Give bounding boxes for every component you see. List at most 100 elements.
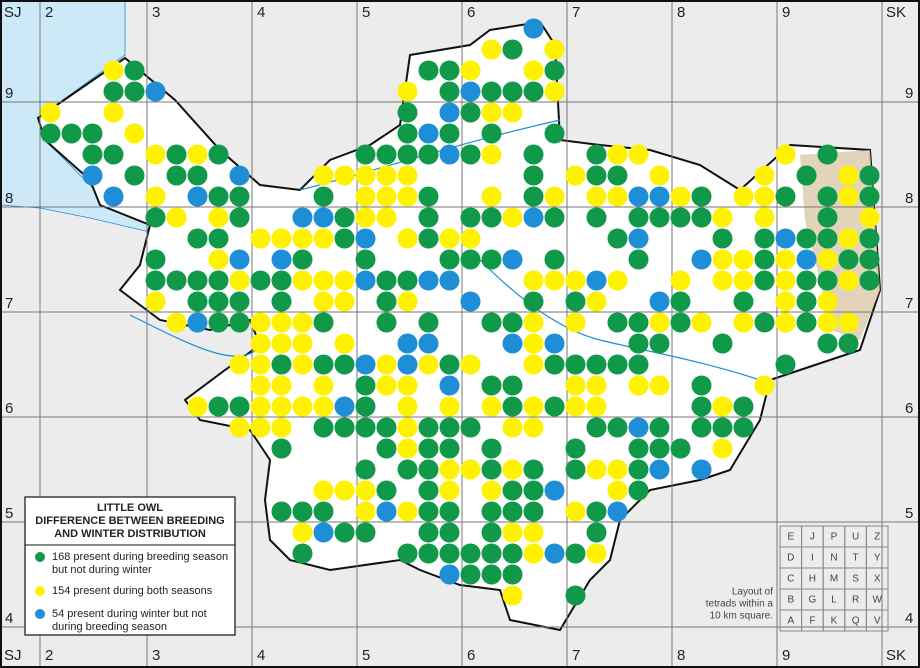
record-dot [523, 354, 544, 375]
record-dot [523, 333, 544, 354]
record-dot [439, 522, 460, 543]
tetrad-letter: C [787, 574, 794, 585]
record-dot [670, 312, 691, 333]
record-dot [817, 144, 838, 165]
record-dot [796, 228, 817, 249]
record-dot [208, 396, 229, 417]
record-dot [292, 312, 313, 333]
record-dot [208, 249, 229, 270]
record-dot [565, 165, 586, 186]
record-dot [481, 543, 502, 564]
record-dot [817, 312, 838, 333]
record-dot [544, 249, 565, 270]
grid-label: 6 [467, 647, 475, 664]
grid-label: 9 [782, 4, 790, 21]
record-dot [271, 375, 292, 396]
record-dot [544, 39, 565, 60]
record-dot [250, 333, 271, 354]
record-dot [82, 144, 103, 165]
record-dot [313, 522, 334, 543]
tetrad-letter: P [831, 532, 838, 543]
record-dot [544, 186, 565, 207]
grid-label: 4 [5, 610, 13, 627]
record-dot [607, 270, 628, 291]
record-dot [775, 249, 796, 270]
record-dot [376, 270, 397, 291]
record-dot [418, 333, 439, 354]
record-dot [460, 60, 481, 81]
grid-label: SK [886, 647, 906, 664]
record-dot [418, 354, 439, 375]
record-dot [649, 333, 670, 354]
record-dot [208, 291, 229, 312]
record-dot [271, 228, 292, 249]
legend-title: DIFFERENCE BETWEEN BREEDING [35, 515, 224, 527]
record-dot [670, 186, 691, 207]
record-dot [397, 396, 418, 417]
record-dot [607, 354, 628, 375]
record-dot [838, 165, 859, 186]
record-dot [103, 144, 124, 165]
record-dot [586, 144, 607, 165]
record-dot [544, 543, 565, 564]
record-dot [271, 270, 292, 291]
tetrad-letter: Q [852, 616, 860, 627]
record-dot [355, 480, 376, 501]
record-dot [565, 501, 586, 522]
record-dot [628, 333, 649, 354]
record-dot [649, 312, 670, 333]
tetrad-letter: N [830, 553, 837, 564]
record-dot [565, 585, 586, 606]
record-dot [502, 543, 523, 564]
record-dot [775, 228, 796, 249]
record-dot [271, 312, 292, 333]
record-dot [208, 144, 229, 165]
record-dot [460, 354, 481, 375]
record-dot [754, 312, 775, 333]
record-dot [439, 480, 460, 501]
record-dot [376, 354, 397, 375]
record-dot [628, 228, 649, 249]
record-dot [628, 480, 649, 501]
record-dot [649, 165, 670, 186]
record-dot [607, 144, 628, 165]
record-dot [565, 459, 586, 480]
record-dot [355, 396, 376, 417]
record-dot [502, 522, 523, 543]
record-dot [229, 186, 250, 207]
record-dot [460, 417, 481, 438]
record-dot [565, 354, 586, 375]
record-dot [754, 165, 775, 186]
record-dot [649, 438, 670, 459]
record-dot [838, 228, 859, 249]
record-dot [481, 396, 502, 417]
record-dot [460, 207, 481, 228]
record-dot [586, 501, 607, 522]
record-dot [607, 186, 628, 207]
record-dot [733, 249, 754, 270]
record-dot [586, 354, 607, 375]
record-dot [460, 102, 481, 123]
record-dot [334, 207, 355, 228]
record-dot [250, 312, 271, 333]
record-dot [103, 60, 124, 81]
tetrad-letter: I [811, 553, 814, 564]
record-dot [166, 270, 187, 291]
record-dot [439, 81, 460, 102]
record-dot [481, 438, 502, 459]
record-dot [460, 249, 481, 270]
tetrad-letter: V [874, 616, 881, 627]
record-dot [418, 480, 439, 501]
record-dot [313, 312, 334, 333]
record-dot [229, 165, 250, 186]
record-dot [712, 207, 733, 228]
record-dot [523, 396, 544, 417]
record-dot [82, 165, 103, 186]
legend-title: AND WINTER DISTRIBUTION [54, 528, 206, 540]
grid-label: 2 [45, 4, 53, 21]
record-dot [271, 291, 292, 312]
record-dot [586, 459, 607, 480]
grid-label: 7 [905, 295, 913, 312]
record-dot [733, 417, 754, 438]
record-dot [145, 186, 166, 207]
